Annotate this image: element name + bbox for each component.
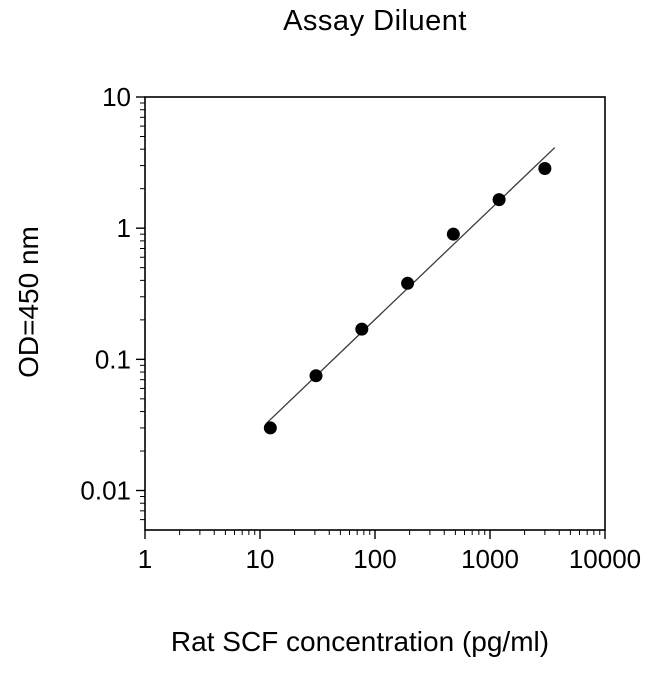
x-axis-label: Rat SCF concentration (pg/ml) xyxy=(170,626,550,657)
data-point xyxy=(446,227,460,241)
y-tick-label: 1 xyxy=(117,213,131,243)
y-tick-label: 10 xyxy=(102,82,131,112)
x-tick-label: 10000 xyxy=(569,544,641,574)
data-point xyxy=(309,369,323,383)
y-tick-label: 0.01 xyxy=(80,476,131,506)
data-point xyxy=(538,162,552,176)
data-point xyxy=(401,276,415,290)
data-point xyxy=(355,322,369,336)
x-tick-label: 100 xyxy=(353,544,396,574)
x-tick-label: 1 xyxy=(138,544,152,574)
data-point xyxy=(263,421,277,435)
chart-title: Assay Diluent xyxy=(283,5,467,37)
plot-border xyxy=(144,96,606,531)
y-tick-label: 0.1 xyxy=(95,344,131,374)
data-point xyxy=(492,193,506,207)
x-tick-label: 10 xyxy=(246,544,275,574)
x-tick-label: 1000 xyxy=(461,544,519,574)
